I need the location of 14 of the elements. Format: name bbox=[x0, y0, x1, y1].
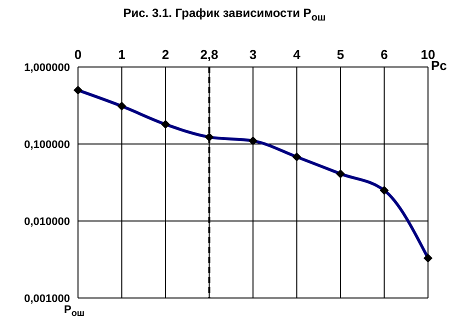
x-tick-label: 0 bbox=[74, 47, 82, 62]
y-tick-label: 0,001000 bbox=[24, 292, 70, 305]
x-tick-label: 1 bbox=[118, 47, 126, 62]
x-tick-label: 2 bbox=[162, 47, 170, 62]
x-tick-label: 3 bbox=[249, 47, 257, 62]
x-tick-label: 4 bbox=[293, 47, 302, 62]
y-axis-title: P$_{ош}$ bbox=[64, 304, 85, 318]
y-tick-label: 0,100000 bbox=[24, 138, 70, 151]
chart-title: Рис. 3.1. График зависимости P$_{ош}$ bbox=[122, 6, 327, 24]
y-tick-label: 1,000000 bbox=[24, 62, 70, 74]
y-tick-label: 0,010000 bbox=[24, 216, 70, 228]
x-tick-label: 5 bbox=[336, 47, 344, 62]
x-tick-label: 2,8 bbox=[200, 47, 218, 62]
x-tick-label: 6 bbox=[380, 47, 388, 62]
